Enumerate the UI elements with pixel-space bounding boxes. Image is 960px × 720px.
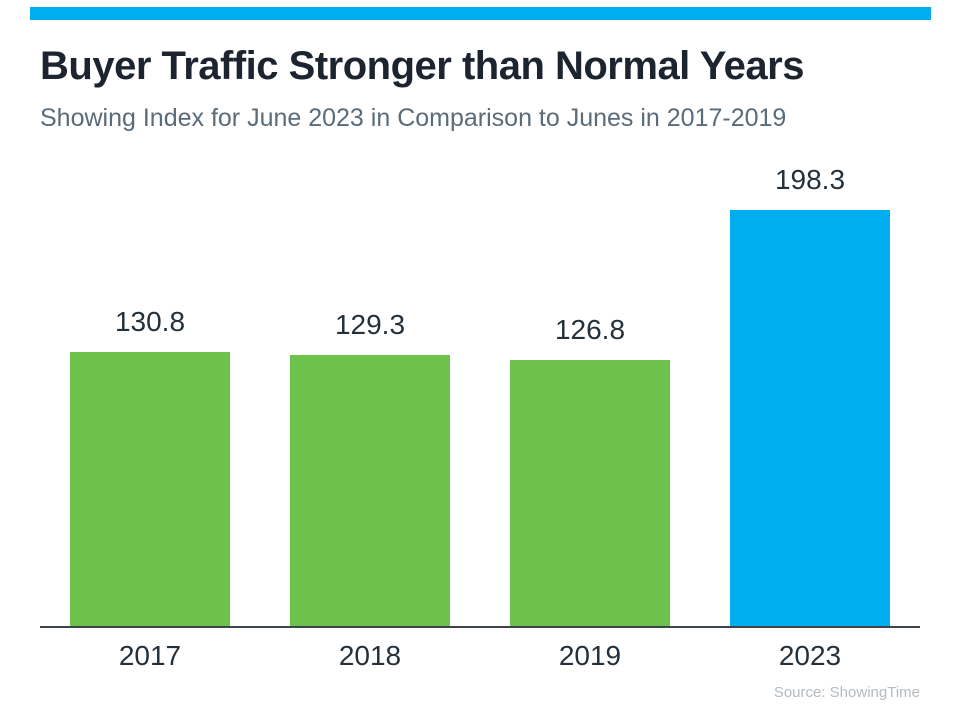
bar-2018 <box>290 355 450 626</box>
x-axis-label-2017: 2017 <box>118 640 182 671</box>
bar-column-2023: 198.3 <box>700 150 920 626</box>
bar-column-2018: 129.3 <box>260 150 480 626</box>
x-axis-label-2019: 2019 <box>558 640 622 671</box>
chart-subtitle: Showing Index for June 2023 in Compariso… <box>40 104 787 132</box>
x-axis-label-2023: 2023 <box>778 640 842 671</box>
bar-column-2019: 126.8 <box>480 150 700 626</box>
x-axis-labels: 2017 2018 2019 2023 <box>40 640 920 672</box>
bar-2023 <box>730 210 890 626</box>
source-attribution: Source: ShowingTime <box>773 684 920 701</box>
x-axis-label-2018: 2018 <box>338 640 402 671</box>
bar-column-2017: 130.8 <box>40 150 260 626</box>
bar-value-label-2023: 198.3 <box>774 164 846 195</box>
bar-value-label-2017: 130.8 <box>114 306 186 337</box>
bar-chart-plot-area: 130.8 129.3 126.8 198.3 <box>40 150 920 628</box>
chart-title: Buyer Traffic Stronger than Normal Years <box>40 44 804 88</box>
bar-2017 <box>70 352 230 626</box>
bar-value-label-2018: 129.3 <box>334 309 406 340</box>
top-accent-bar <box>30 7 931 20</box>
bar-2019 <box>510 360 670 626</box>
bar-value-label-2019: 126.8 <box>554 314 626 345</box>
